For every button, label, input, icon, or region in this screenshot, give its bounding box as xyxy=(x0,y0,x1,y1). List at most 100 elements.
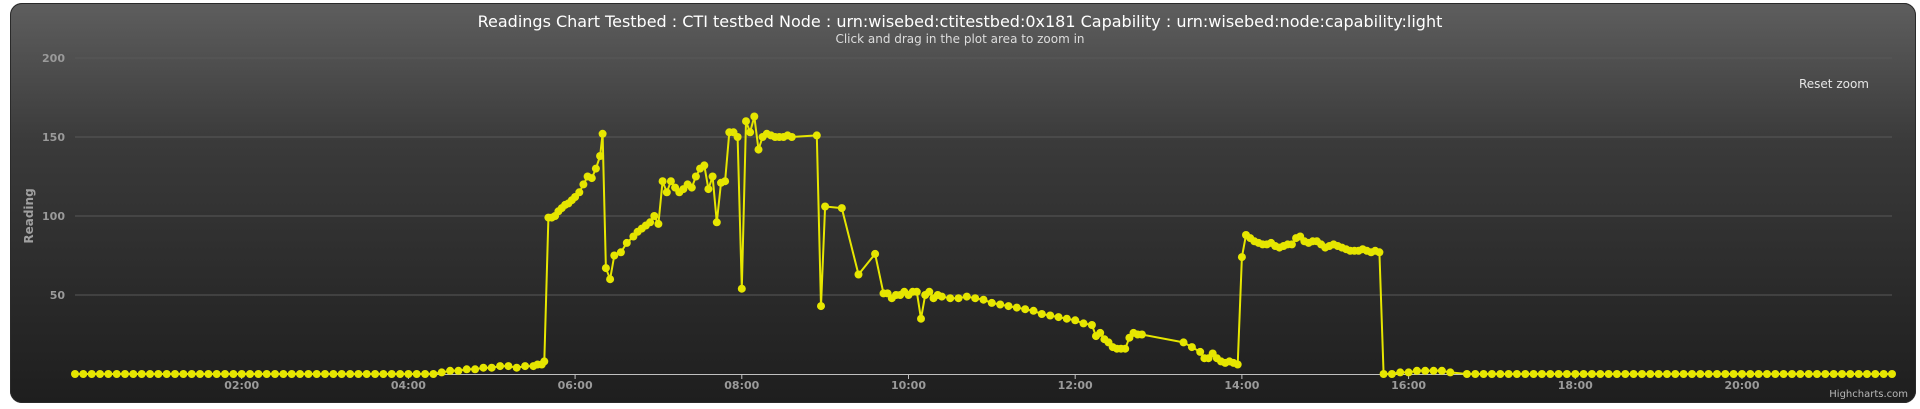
data-point[interactable] xyxy=(262,370,271,378)
data-point[interactable] xyxy=(79,370,88,378)
data-point[interactable] xyxy=(1863,370,1871,378)
data-point[interactable] xyxy=(521,362,530,371)
data-point[interactable] xyxy=(387,370,396,378)
data-point[interactable] xyxy=(271,370,279,378)
data-point[interactable] xyxy=(946,294,955,303)
data-point[interactable] xyxy=(1788,370,1796,378)
data-point[interactable] xyxy=(1638,370,1646,378)
data-point[interactable] xyxy=(1796,370,1805,378)
data-point[interactable] xyxy=(404,370,413,378)
data-point[interactable] xyxy=(146,370,154,378)
data-point[interactable] xyxy=(616,248,625,257)
reset-zoom-button[interactable]: Reset zoom xyxy=(1786,73,1882,95)
data-point[interactable] xyxy=(871,249,880,258)
data-point[interactable] xyxy=(329,370,338,378)
data-point[interactable] xyxy=(1888,370,1896,378)
data-point[interactable] xyxy=(1387,370,1396,378)
data-point[interactable] xyxy=(746,128,755,137)
data-point[interactable] xyxy=(646,218,655,227)
data-point[interactable] xyxy=(487,363,496,372)
data-point[interactable] xyxy=(700,161,709,170)
data-point[interactable] xyxy=(1237,253,1246,262)
data-point[interactable] xyxy=(187,370,196,378)
data-point[interactable] xyxy=(1829,370,1838,378)
data-point[interactable] xyxy=(1379,370,1388,378)
data-point[interactable] xyxy=(354,370,363,378)
data-point[interactable] xyxy=(1721,370,1730,378)
data-point[interactable] xyxy=(610,251,619,260)
data-point[interactable] xyxy=(817,302,825,311)
data-point[interactable] xyxy=(1462,370,1471,378)
data-point[interactable] xyxy=(912,287,921,296)
data-point[interactable] xyxy=(279,370,288,378)
data-point[interactable] xyxy=(1562,370,1571,378)
data-point[interactable] xyxy=(1046,311,1055,320)
data-point[interactable] xyxy=(1746,370,1755,378)
data-point[interactable] xyxy=(1871,370,1880,378)
data-point[interactable] xyxy=(1671,370,1680,378)
data-point[interactable] xyxy=(104,370,113,378)
data-point[interactable] xyxy=(1233,360,1242,369)
data-point[interactable] xyxy=(212,370,221,378)
data-point[interactable] xyxy=(304,370,313,378)
data-point[interactable] xyxy=(154,370,163,378)
data-point[interactable] xyxy=(1596,370,1605,378)
data-point[interactable] xyxy=(1446,368,1455,377)
data-point[interactable] xyxy=(379,370,388,378)
data-point[interactable] xyxy=(421,370,430,378)
data-point[interactable] xyxy=(1521,370,1530,378)
data-point[interactable] xyxy=(837,204,846,213)
data-point[interactable] xyxy=(1121,344,1130,353)
data-point[interactable] xyxy=(437,368,446,377)
data-point[interactable] xyxy=(1813,370,1821,378)
data-point[interactable] xyxy=(1713,370,1721,378)
data-point[interactable] xyxy=(1429,366,1438,375)
data-point[interactable] xyxy=(1037,310,1046,318)
data-point[interactable] xyxy=(1579,370,1588,378)
data-point[interactable] xyxy=(196,370,204,378)
data-point[interactable] xyxy=(337,370,346,378)
data-point[interactable] xyxy=(598,129,607,138)
data-point[interactable] xyxy=(1404,368,1413,377)
data-point[interactable] xyxy=(954,294,963,303)
data-point[interactable] xyxy=(687,183,696,192)
data-point[interactable] xyxy=(1546,370,1555,378)
data-point[interactable] xyxy=(704,185,713,194)
credits-link[interactable]: Highcharts.com xyxy=(1829,389,1908,400)
data-point[interactable] xyxy=(787,133,796,141)
data-point[interactable] xyxy=(496,362,505,371)
data-point[interactable] xyxy=(512,363,521,372)
data-point[interactable] xyxy=(454,366,463,375)
data-point[interactable] xyxy=(733,133,742,141)
data-point[interactable] xyxy=(1604,370,1613,378)
data-point[interactable] xyxy=(121,370,129,378)
data-point[interactable] xyxy=(1071,316,1080,325)
data-point[interactable] xyxy=(591,164,600,173)
data-point[interactable] xyxy=(708,172,717,181)
data-point[interactable] xyxy=(1771,370,1780,378)
data-point[interactable] xyxy=(237,370,246,378)
data-point[interactable] xyxy=(962,292,971,301)
data-point[interactable] xyxy=(712,218,721,227)
data-point[interactable] xyxy=(754,145,763,154)
data-point[interactable] xyxy=(246,370,254,378)
data-point[interactable] xyxy=(721,177,730,186)
data-point[interactable] xyxy=(1554,370,1563,378)
data-point[interactable] xyxy=(1612,370,1621,378)
data-point[interactable] xyxy=(346,370,355,378)
data-point[interactable] xyxy=(1021,305,1030,314)
data-point[interactable] xyxy=(1779,370,1788,378)
data-point[interactable] xyxy=(1663,370,1671,378)
data-point[interactable] xyxy=(112,370,121,378)
data-point[interactable] xyxy=(96,370,104,378)
data-point[interactable] xyxy=(917,314,925,323)
data-point[interactable] xyxy=(296,370,304,378)
data-point[interactable] xyxy=(129,370,138,378)
data-point[interactable] xyxy=(412,370,421,378)
data-point[interactable] xyxy=(662,188,671,197)
data-point[interactable] xyxy=(658,177,667,186)
data-point[interactable] xyxy=(371,370,380,378)
data-point[interactable] xyxy=(1729,370,1738,378)
data-point[interactable] xyxy=(854,270,863,279)
data-point[interactable] xyxy=(1529,370,1538,378)
